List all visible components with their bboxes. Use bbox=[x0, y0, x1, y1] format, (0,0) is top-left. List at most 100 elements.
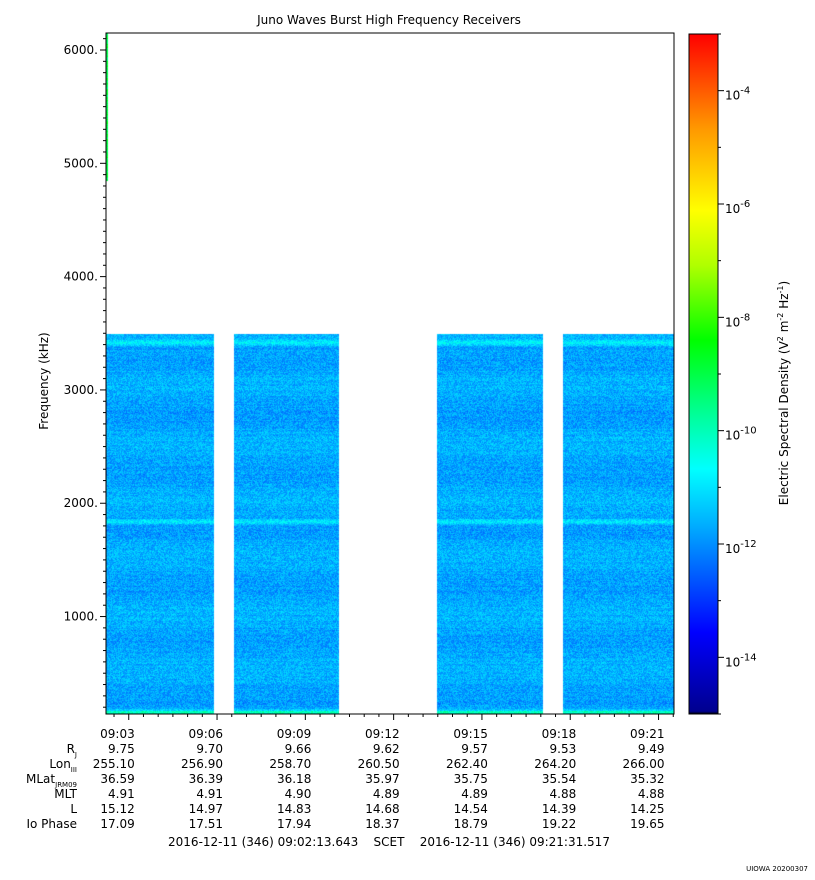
colorbar-tick-base: 10 bbox=[725, 202, 740, 216]
colorbar-tick-exp: -14 bbox=[740, 652, 756, 663]
colorbar-tick-base: 10 bbox=[725, 542, 740, 556]
ephemeris-value: 9.53 bbox=[550, 742, 577, 756]
ephemeris-row-label: LonIII bbox=[49, 757, 77, 774]
ephemeris-value: 4.89 bbox=[373, 787, 400, 801]
colorbar-tick-label: 10-6 bbox=[725, 199, 750, 216]
ephemeris-value: 4.90 bbox=[285, 787, 312, 801]
ephemeris-value: 256.90 bbox=[181, 757, 223, 771]
colorbar-label-part: m bbox=[777, 321, 791, 337]
colorbar-label-sup: 2 bbox=[776, 336, 785, 341]
x-tick-label: 09:09 bbox=[277, 727, 312, 741]
ephemeris-value: 4.91 bbox=[108, 787, 135, 801]
x-tick-label: 09:06 bbox=[188, 727, 223, 741]
ephemeris-value: 4.91 bbox=[196, 787, 223, 801]
ephemeris-value: 9.75 bbox=[108, 742, 135, 756]
ephemeris-label-text: Io Phase bbox=[26, 817, 77, 831]
ephemeris-value: 36.59 bbox=[100, 772, 134, 786]
colorbar-tick-label: 10-8 bbox=[725, 312, 750, 329]
ephemeris-value: 14.54 bbox=[454, 802, 488, 816]
ephemeris-table: RJ 9.75 9.70 9.66 9.62 9.57 9.53 9.49 LonIII 255.… bbox=[26, 742, 665, 831]
scet-time-range: 2016-12-11 (346) 09:02:13.643 SCET 2016-… bbox=[168, 835, 610, 849]
colorbar-tick-label: 10-12 bbox=[725, 539, 757, 556]
y-tick-label: 3000. bbox=[64, 383, 98, 397]
colorbar-gradient bbox=[689, 34, 718, 714]
x-axis: 09:03 09:06 09:09 09:12 09:15 09:18 09:21 bbox=[100, 714, 674, 741]
plot-frame bbox=[105, 32, 675, 715]
ephemeris-value: 36.18 bbox=[277, 772, 311, 786]
ephemeris-value: 14.68 bbox=[365, 802, 399, 816]
colorbar-label-part: ) bbox=[777, 281, 791, 286]
x-tick-label: 09:21 bbox=[630, 727, 665, 741]
y-tick-label: 5000. bbox=[64, 156, 98, 170]
colorbar-tick-base: 10 bbox=[725, 315, 740, 329]
ephemeris-value: 9.70 bbox=[196, 742, 223, 756]
colorbar-tick-label: 10-14 bbox=[725, 652, 757, 669]
ephemeris-value: 17.09 bbox=[100, 817, 134, 831]
y-tick-label: 6000. bbox=[64, 43, 98, 57]
ephemeris-label-text: L bbox=[70, 802, 77, 816]
ephemeris-value: 260.50 bbox=[358, 757, 400, 771]
ephemeris-value: 36.39 bbox=[189, 772, 223, 786]
x-tick-label: 09:12 bbox=[365, 727, 400, 741]
colorbar-label-part: Electric Spectral Density (V bbox=[777, 340, 791, 505]
spectrogram-plot-area bbox=[105, 32, 675, 715]
ephemeris-row-label: L bbox=[70, 802, 77, 816]
x-tick-label: 09:18 bbox=[542, 727, 577, 741]
ephemeris-value: 264.20 bbox=[534, 757, 576, 771]
colorbar-tick-exp: -10 bbox=[740, 426, 756, 437]
y-axis: 1000. 2000. 3000. 4000. 5000. 6000. bbox=[64, 38, 106, 708]
ephemeris-label-sub: III bbox=[71, 766, 77, 774]
ephemeris-value: 35.54 bbox=[542, 772, 576, 786]
colorbar-tick-base: 10 bbox=[725, 89, 740, 103]
ephemeris-value: 35.75 bbox=[454, 772, 488, 786]
ephemeris-row-label: MLT bbox=[54, 787, 77, 801]
ephemeris-value: 35.97 bbox=[365, 772, 399, 786]
ephemeris-value: 14.97 bbox=[189, 802, 223, 816]
colorbar-label-part: Hz bbox=[777, 293, 791, 312]
x-tick-label: 09:15 bbox=[453, 727, 488, 741]
colorbar-tick-exp: -4 bbox=[740, 86, 750, 97]
colorbar-tick-exp: -12 bbox=[740, 539, 756, 550]
ephemeris-value: 258.70 bbox=[269, 757, 311, 771]
ephemeris-value: 19.22 bbox=[542, 817, 576, 831]
ephemeris-value: 17.51 bbox=[189, 817, 223, 831]
ephemeris-label-text: MLT bbox=[54, 787, 77, 801]
ephemeris-value: 18.37 bbox=[365, 817, 399, 831]
ephemeris-row-label: Io Phase bbox=[26, 817, 77, 831]
ephemeris-value: 4.89 bbox=[461, 787, 488, 801]
ephemeris-value: 9.49 bbox=[638, 742, 665, 756]
colorbar-tick-base: 10 bbox=[725, 655, 740, 669]
ephemeris-value: 262.40 bbox=[446, 757, 488, 771]
ephemeris-value: 266.00 bbox=[623, 757, 665, 771]
y-tick-label: 2000. bbox=[64, 496, 98, 510]
ephemeris-value: 255.10 bbox=[93, 757, 135, 771]
colorbar-tick-label: 10-4 bbox=[725, 86, 750, 103]
ephemeris-value: 19.65 bbox=[630, 817, 664, 831]
colorbar-label-sup: -2 bbox=[776, 313, 785, 321]
ephemeris-row-label: MLatJRM09 bbox=[26, 772, 77, 789]
ephemeris-label-sub: JRM09 bbox=[54, 781, 77, 789]
colorbar-tick-exp: -8 bbox=[740, 312, 750, 323]
processing-stamp: UIOWA 20200307 bbox=[746, 865, 808, 873]
chart-title: Juno Waves Burst High Frequency Receiver… bbox=[256, 13, 521, 27]
colorbar-tick-label: 10-10 bbox=[725, 426, 757, 443]
ephemeris-value: 9.57 bbox=[461, 742, 488, 756]
ephemeris-value: 14.83 bbox=[277, 802, 311, 816]
ephemeris-value: 4.88 bbox=[550, 787, 577, 801]
ephemeris-label-text: Lon bbox=[49, 757, 70, 771]
ephemeris-value: 17.94 bbox=[277, 817, 311, 831]
spectrogram-image bbox=[106, 33, 674, 714]
colorbar-tick-exp: -6 bbox=[740, 199, 750, 210]
ephemeris-value: 9.66 bbox=[285, 742, 312, 756]
ephemeris-row-label: RJ bbox=[67, 742, 77, 759]
ephemeris-value: 14.25 bbox=[630, 802, 664, 816]
colorbar-label-sup: -1 bbox=[776, 286, 785, 294]
colorbar-label: Electric Spectral Density (V2 m-2 Hz-1) bbox=[776, 281, 791, 505]
y-axis-label: Frequency (kHz) bbox=[37, 332, 51, 429]
ephemeris-value: 15.12 bbox=[100, 802, 134, 816]
y-tick-label: 4000. bbox=[64, 270, 98, 284]
x-tick-label: 09:03 bbox=[100, 727, 135, 741]
ephemeris-value: 4.88 bbox=[638, 787, 665, 801]
